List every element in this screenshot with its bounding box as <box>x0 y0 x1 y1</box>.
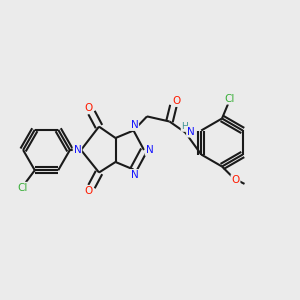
Text: N: N <box>187 127 195 137</box>
Text: N: N <box>130 170 138 180</box>
Text: Cl: Cl <box>224 94 235 104</box>
Text: O: O <box>84 103 93 113</box>
Text: N: N <box>130 120 138 130</box>
Text: N: N <box>74 145 81 155</box>
Text: N: N <box>146 145 153 155</box>
Text: Cl: Cl <box>18 183 28 193</box>
Text: O: O <box>231 175 240 185</box>
Text: H: H <box>182 122 188 131</box>
Text: O: O <box>172 96 181 106</box>
Text: O: O <box>84 186 93 196</box>
